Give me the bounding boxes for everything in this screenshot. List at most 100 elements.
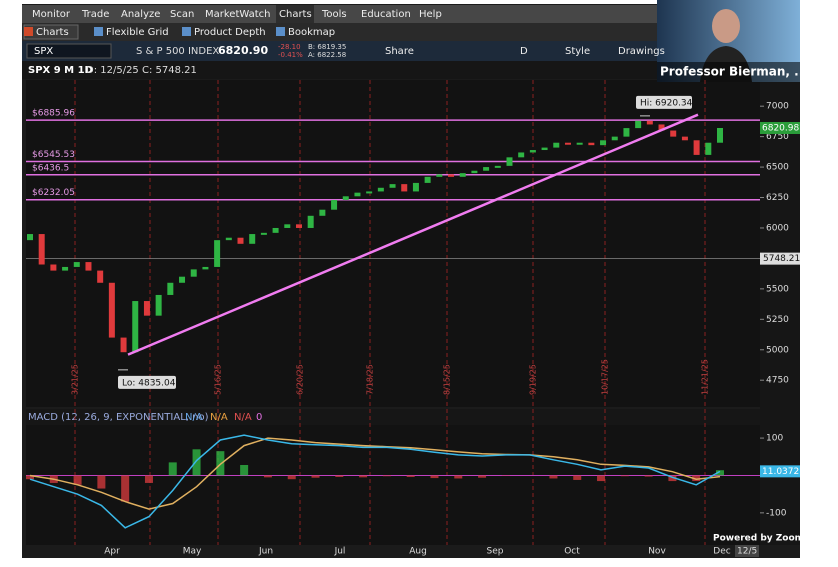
month-label: Oct	[564, 547, 580, 557]
y-tick-label: 100	[766, 434, 783, 444]
y-tick-label: 6500	[766, 163, 789, 173]
ask: A: 6822.58	[308, 51, 346, 59]
menu-item[interactable]: Scan	[170, 9, 194, 20]
month-label: Jul	[334, 547, 346, 557]
y-tick-label: 6750	[766, 132, 789, 142]
histogram-bar	[454, 475, 463, 479]
signal-line	[29, 437, 721, 510]
candle	[424, 176, 431, 183]
histogram-bar	[692, 475, 701, 482]
histogram-bar	[406, 475, 415, 477]
macd-header	[26, 409, 760, 425]
date-label: 6/20/25	[296, 364, 305, 395]
chart-date: D: 12/5/25	[86, 65, 139, 76]
candle	[553, 142, 560, 148]
menu-item[interactable]: Education	[361, 9, 411, 20]
candle	[588, 142, 595, 146]
toolbar-button[interactable]: Bookmap	[288, 27, 335, 38]
macd-field: N/A	[210, 412, 228, 423]
menu-item[interactable]: MarketWatch	[205, 9, 271, 20]
month-label: Apr	[104, 547, 120, 557]
histogram-bar	[644, 475, 653, 477]
histogram-bar	[573, 475, 582, 480]
symbol-input[interactable]	[26, 43, 112, 59]
toolbar-icon	[182, 27, 191, 36]
toolbar-button[interactable]: Share	[385, 46, 414, 57]
y-tick-label: 5000	[766, 345, 789, 355]
candle	[132, 301, 139, 353]
toolbar-button[interactable]: Drawings	[618, 46, 665, 57]
last-label: 6820.98	[762, 123, 799, 133]
person-head	[712, 9, 740, 43]
candle	[202, 266, 209, 270]
candle	[670, 130, 677, 137]
candle	[448, 174, 455, 177]
candle	[354, 192, 361, 197]
histogram-bar	[382, 475, 391, 477]
y-tick-label: -100	[766, 508, 787, 518]
macd-field: N/A	[185, 412, 203, 423]
toolbar-icon	[276, 27, 285, 36]
candle	[179, 276, 186, 283]
histogram-bar	[240, 465, 249, 476]
toolbar-icon	[94, 27, 103, 36]
candle	[307, 215, 314, 228]
toolbar-button[interactable]: Charts	[36, 27, 69, 38]
histogram-bar	[668, 475, 677, 482]
histogram-bar	[73, 475, 82, 485]
symbol-description: S & P 500 INDEX	[136, 46, 219, 57]
month-label: Nov	[648, 547, 666, 557]
price-level-label: $6545.53	[32, 150, 75, 160]
histogram-bar	[97, 475, 106, 489]
candle	[412, 182, 419, 192]
macd-last-label: 11.0372	[762, 467, 799, 477]
date-label: 5/16/25	[214, 364, 223, 395]
y-tick-label: 7000	[766, 102, 789, 112]
macd-pane	[26, 425, 760, 545]
month-label: May	[183, 547, 202, 557]
menu-item[interactable]: Analyze	[121, 9, 160, 20]
candle	[342, 196, 349, 200]
menu-bar	[22, 5, 800, 23]
candle	[38, 234, 45, 265]
histogram-bar	[26, 475, 34, 480]
hi-box	[636, 95, 692, 109]
toolbar-button[interactable]: Style	[565, 46, 590, 57]
change: -28.10	[278, 43, 301, 51]
y-tick-label: 4750	[766, 376, 789, 386]
candle	[120, 337, 127, 353]
change-pct: -0.41%	[278, 51, 303, 59]
toolbar-button[interactable]: Product Depth	[194, 27, 266, 38]
macd-title: MACD (12, 26, 9, EXPONENTIAL, no)	[28, 412, 209, 423]
price-level-label: $6885.96	[32, 109, 75, 119]
candle	[190, 269, 197, 277]
month-label: Sep	[487, 547, 504, 557]
y-tick-label: 6250	[766, 193, 789, 203]
candle	[389, 184, 396, 188]
candle	[331, 199, 338, 210]
crosshair-box	[760, 252, 800, 265]
menu-item[interactable]: Tools	[321, 9, 347, 20]
histogram-bar	[311, 475, 320, 478]
candle	[564, 142, 571, 145]
y-tick-label: 5250	[766, 315, 789, 325]
crosshair-label: 5748.21	[763, 254, 800, 264]
candle	[73, 262, 80, 267]
date-label: 3/21/25	[71, 364, 80, 395]
candle	[681, 136, 688, 141]
histogram-bar	[287, 475, 296, 480]
histogram-bar	[121, 475, 130, 502]
candle	[155, 294, 162, 316]
date-label: 7/18/25	[366, 364, 375, 395]
candle	[97, 270, 104, 283]
symbol[interactable]: SPX	[34, 46, 53, 57]
toolbar-button[interactable]: Flexible Grid	[106, 27, 169, 38]
candle	[518, 152, 525, 158]
menu-item[interactable]: Trade	[81, 9, 109, 20]
menu-item[interactable]: Charts	[279, 9, 312, 20]
menu-item[interactable]: Monitor	[32, 9, 71, 20]
y-tick-label: 6000	[766, 223, 789, 233]
toolbar-button[interactable]: D	[520, 46, 528, 57]
menu-item[interactable]: Help	[419, 9, 442, 20]
candle	[494, 165, 501, 168]
